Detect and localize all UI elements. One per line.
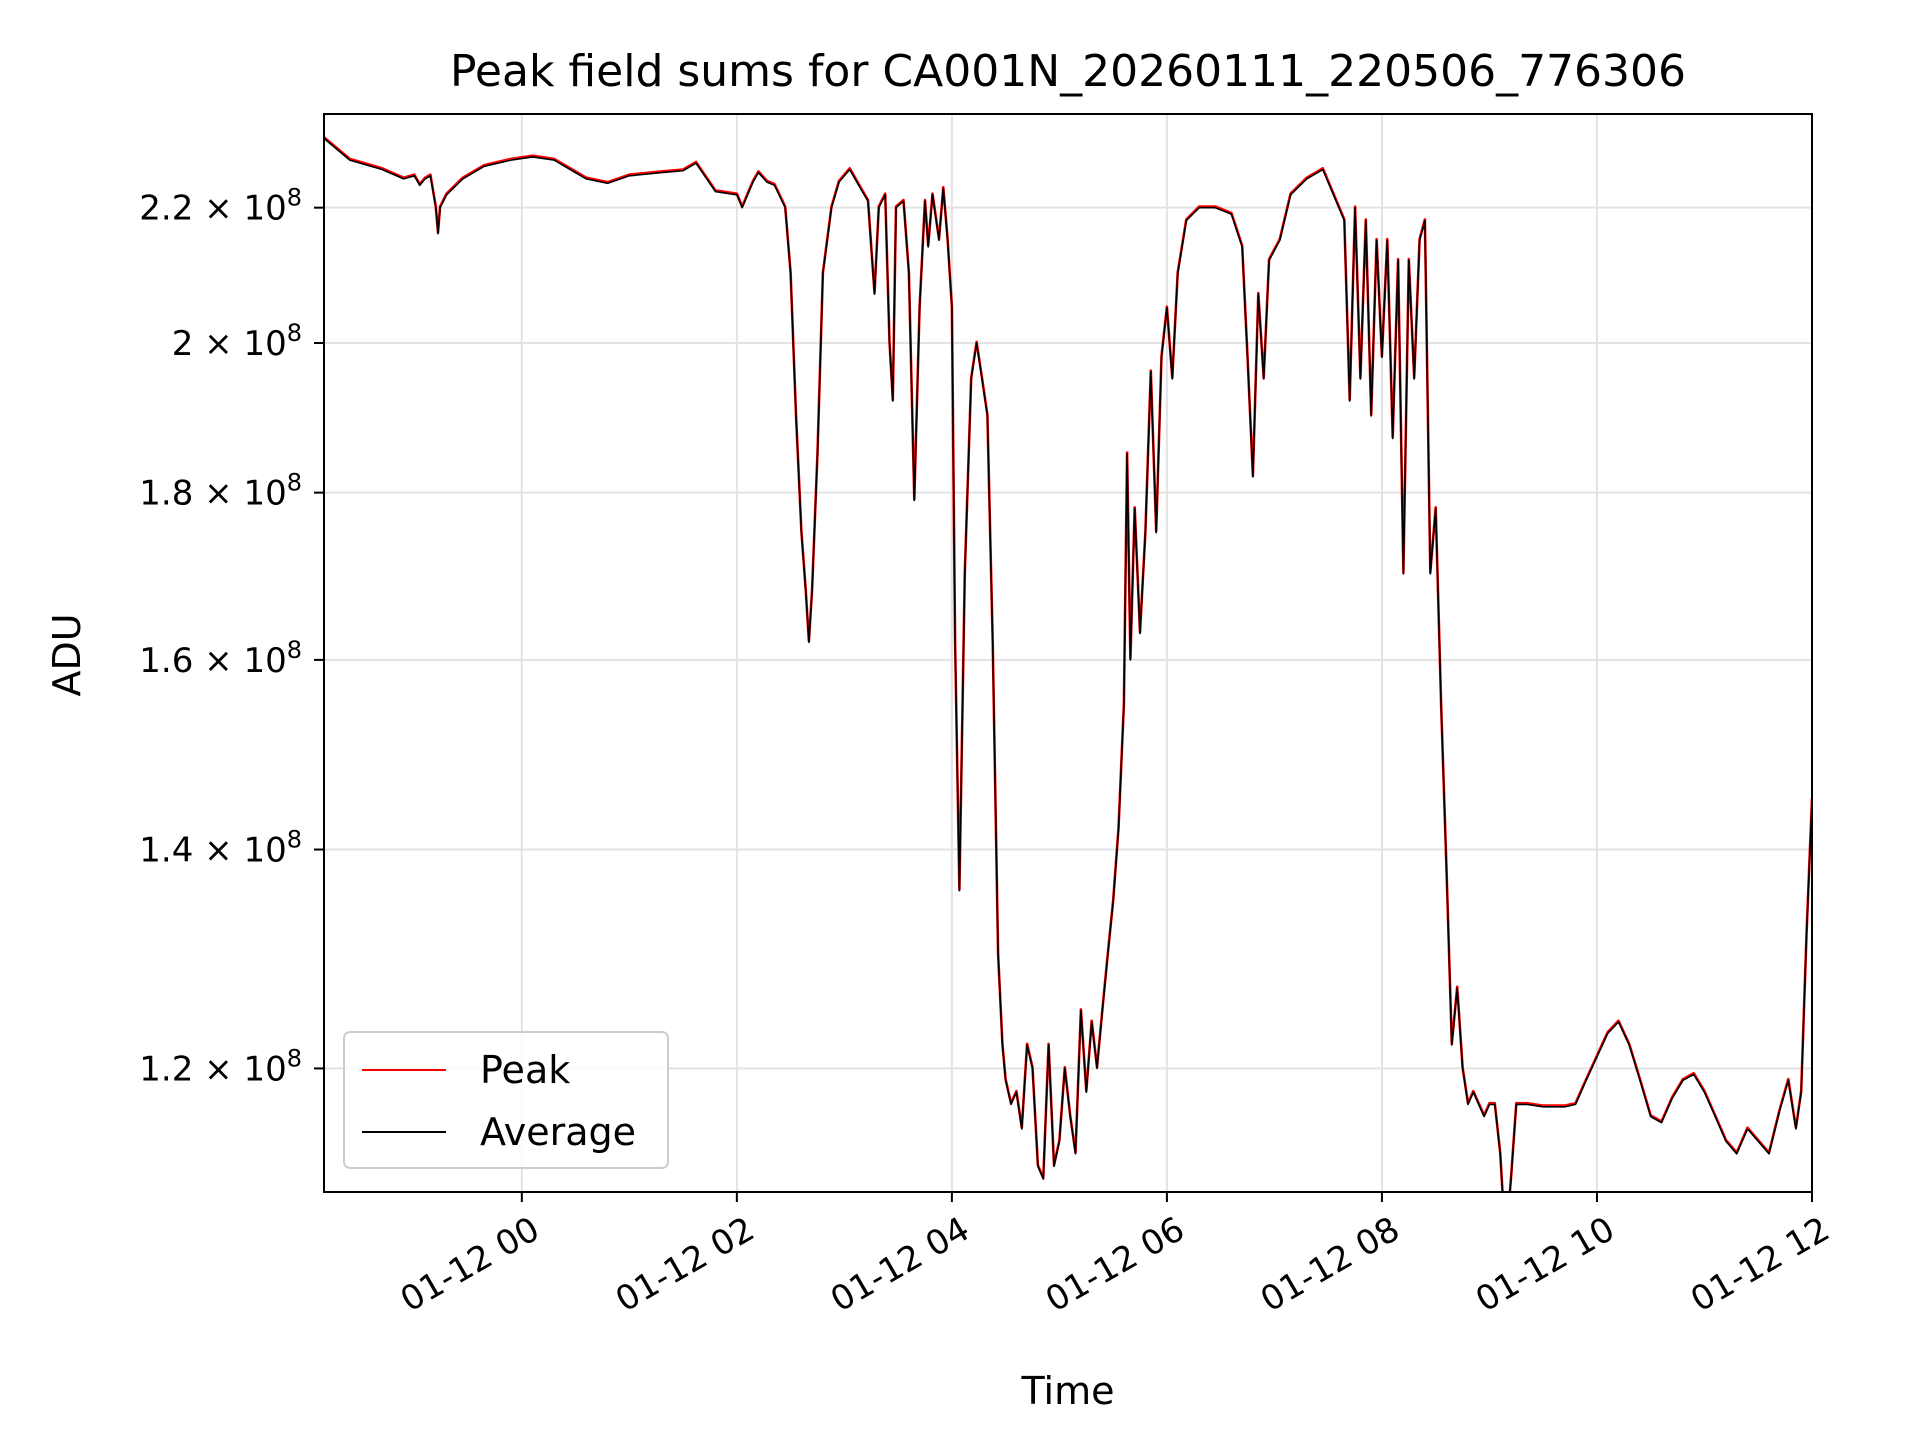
y-tick-label: 2 × 108: [172, 319, 302, 364]
y-tick-label: 1.6 × 108: [139, 636, 302, 681]
chart-title: Peak field sums for CA001N_20260111_2205…: [450, 46, 1686, 97]
y-tick-label: 2.2 × 108: [139, 184, 302, 229]
y-tick-label: 1.4 × 108: [139, 826, 302, 871]
series-line-average: [324, 137, 1812, 1192]
y-tick-label: 1.8 × 108: [139, 469, 302, 514]
series-layer: [324, 136, 1812, 1192]
y-axis-label: ADU: [45, 613, 89, 696]
y-tick-label: 1.2 × 108: [139, 1044, 302, 1089]
legend-box: [343, 1031, 669, 1169]
x-axis-label: Time: [1021, 1369, 1115, 1413]
legend-label-peak: Peak: [480, 1048, 570, 1092]
legend: Peak Average: [343, 1031, 669, 1169]
legend-label-average: Average: [480, 1110, 636, 1154]
plot-frame: [323, 113, 1813, 1193]
